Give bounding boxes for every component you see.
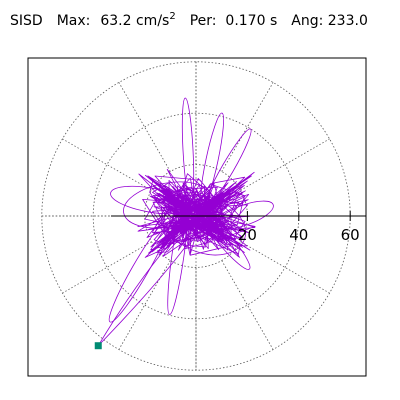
max-unit: cm/s (135, 13, 170, 29)
grid-spoke (221, 260, 274, 350)
plot-frame (27, 57, 367, 377)
trace-loop (108, 217, 172, 323)
trace-loop (200, 112, 224, 208)
max-label: Max: (56, 13, 91, 29)
trace-loop (199, 210, 251, 270)
grid-spoke (240, 138, 330, 191)
max-unit-exponent: 2 (169, 11, 176, 22)
peak-marker (94, 342, 102, 350)
trace-loop (204, 128, 252, 208)
per-label: Per: (189, 13, 217, 29)
radial-tick-label: 60 (341, 226, 360, 244)
radial-tick-label: 20 (238, 226, 257, 244)
radial-axis: 20 40 60 (111, 211, 366, 244)
trace-loop (181, 97, 195, 203)
chart-title: SISD Max: 63.2 cm/s2 Per: 0.170 s Ang: 233.0 (10, 11, 368, 29)
ang-label: Ang: (291, 13, 324, 29)
ang-value: 233.0 (327, 13, 368, 29)
station-code: SISD (10, 13, 43, 29)
trace-loop (123, 181, 213, 229)
motion-trace (97, 97, 274, 346)
trace-loop (163, 194, 247, 256)
per-value: 0.170 s (225, 13, 278, 29)
grid-spoke (62, 138, 152, 191)
peak-markers (94, 342, 102, 350)
max-value: 63.2 (100, 13, 132, 29)
trace-loop (110, 185, 190, 215)
trace-loop (216, 200, 274, 230)
radial-tick-label: 40 (289, 226, 308, 244)
trace-peak-excursion (97, 235, 187, 346)
grid-spoke (221, 82, 274, 172)
grid-spoke (62, 241, 152, 294)
grid-spoke (118, 82, 171, 172)
